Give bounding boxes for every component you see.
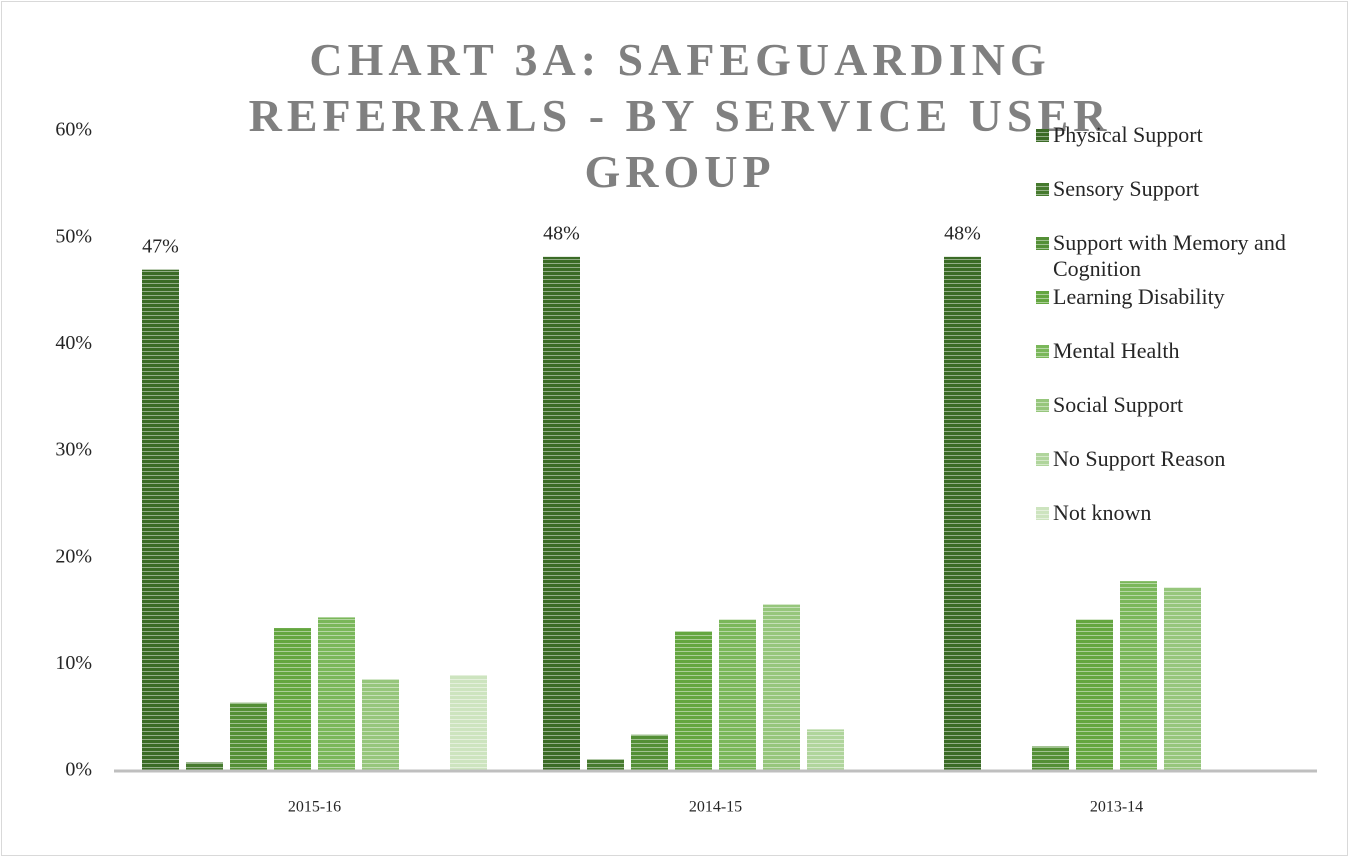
bar [318, 617, 355, 771]
y-tick-label: 0% [65, 759, 92, 781]
y-tick-label: 10% [55, 652, 92, 674]
bar [142, 269, 179, 771]
bar [631, 734, 668, 771]
legend-label: No Support Reason [1053, 446, 1226, 471]
bar [186, 762, 223, 771]
y-tick-label: 30% [55, 439, 92, 461]
data-label: 48% [944, 222, 981, 244]
legend-entry: Social Support [1036, 392, 1341, 446]
legend-label: Support with Memory and Cognition [1053, 230, 1286, 281]
x-tick-label: 2014-15 [689, 799, 742, 816]
y-tick-label: 20% [55, 545, 92, 567]
legend-label: Learning Disability [1053, 284, 1225, 309]
legend-label: Social Support [1053, 392, 1184, 417]
y-tick-label: 60% [55, 119, 92, 141]
legend-swatch [1036, 183, 1049, 196]
bar [1164, 587, 1201, 771]
bar [675, 631, 712, 771]
x-tick-label: 2013-14 [1090, 799, 1143, 816]
data-label: 47% [142, 235, 179, 257]
legend-entry: Support with Memory and Cognition [1036, 230, 1341, 284]
bar [587, 759, 624, 771]
bar [450, 675, 487, 771]
legend-entry: Sensory Support [1036, 176, 1341, 230]
legend-swatch [1036, 399, 1049, 412]
y-tick-label: 40% [55, 332, 92, 354]
legend-entry: Mental Health [1036, 338, 1341, 392]
bar [1032, 746, 1069, 771]
legend-label: Not known [1053, 500, 1152, 525]
bar [230, 702, 267, 771]
y-tick-label: 50% [55, 225, 92, 247]
legend-entry: Learning Disability [1036, 284, 1341, 338]
legend-swatch [1036, 453, 1049, 466]
bar [719, 619, 756, 771]
legend-label: Sensory Support [1053, 176, 1200, 201]
legend-swatch [1036, 507, 1049, 520]
data-label: 48% [543, 222, 580, 244]
bar [763, 604, 800, 771]
bar [944, 256, 981, 771]
bar [1076, 619, 1113, 771]
legend-swatch [1036, 345, 1049, 358]
bar [1120, 581, 1157, 771]
legend-label: Physical Support [1053, 122, 1203, 147]
bar [362, 679, 399, 771]
bar [807, 729, 844, 771]
legend-entry: Not known [1036, 500, 1341, 554]
legend-label: Mental Health [1053, 338, 1180, 363]
legend: Physical Support Sensory Support Support w… [1036, 122, 1341, 554]
bar [274, 628, 311, 771]
legend-entry: Physical Support [1036, 122, 1341, 176]
legend-swatch [1036, 291, 1049, 304]
chart-title: CHART 3A: SAFEGUARDING REFERRALS - BY SE… [248, 34, 1112, 197]
x-tick-label: 2015-16 [288, 799, 341, 816]
legend-swatch [1036, 129, 1049, 142]
legend-swatch [1036, 237, 1049, 250]
bar [543, 256, 580, 771]
legend-entry: No Support Reason [1036, 446, 1341, 500]
